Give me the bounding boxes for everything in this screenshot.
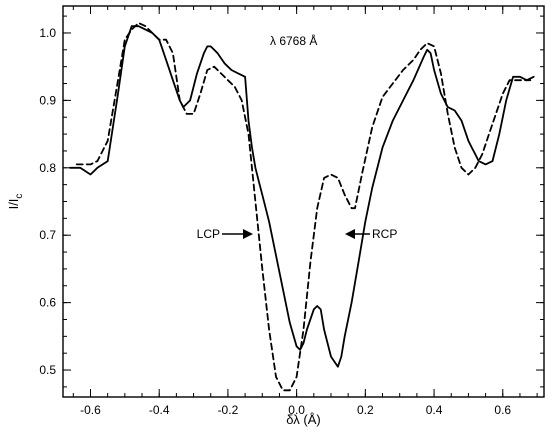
y-axis-title-sub: c [14,194,25,199]
rcp-annotation: RCP [345,227,397,241]
series-layer [69,22,535,392]
lcp-annotation: LCP [197,227,253,241]
plot-frame [62,5,545,398]
x-tick-label: 0.2 [357,403,374,417]
y-tick-label: 0.9 [39,93,56,107]
y-tick-label: 0.8 [39,161,56,175]
x-tick-label: 0.6 [494,403,511,417]
y-axis-title: I/Ic [6,194,25,210]
rcp-label: RCP [372,227,397,241]
x-axis-title: δλ (Å) [286,412,320,427]
wavelength-annotation: λ 6768 Å [270,33,317,48]
lcp-arrow-icon [222,229,253,239]
x-tick-label: 0.4 [426,403,443,417]
lcp-label: LCP [197,227,220,241]
y-axis-title-main: I/I [6,199,21,210]
y-tick-label: 0.6 [39,296,56,310]
y-tick-label: 1.0 [39,26,56,40]
ticks-layer: -0.6 -0.4 -0.2 0.0 0.2 0.4 0.6 0.5 0.6 0.7 0.8 0.9 1… [39,6,544,417]
y-tick-label: 0.5 [39,363,56,377]
rcp-arrow-head [345,229,355,239]
x-tick-label: -0.2 [218,403,239,417]
series-line-solid [69,25,535,368]
y-tick-label: 0.7 [39,228,56,242]
rcp-arrow-icon [345,229,370,239]
x-tick-label: 0.0 [288,403,305,417]
series-line-dashed [75,22,532,392]
lcp-arrow-head [243,229,253,239]
x-tick-label: -0.6 [80,403,101,417]
x-tick-label: -0.4 [149,403,170,417]
